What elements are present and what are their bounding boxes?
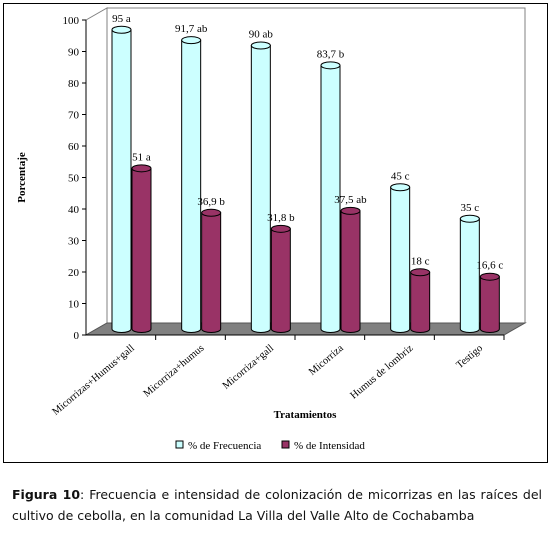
bar-top-cap [479,272,500,281]
y-tick-label: 30 [68,236,80,248]
legend-label-frequency: % de Frecuencia [188,440,261,452]
bar-top-cap [320,61,341,70]
frequency-bar [181,36,202,333]
data-label: 18 c [411,255,430,267]
frequency-bar [390,183,411,333]
data-label: 91,7 ab [175,23,208,35]
data-label: 95 a [112,13,131,25]
legend-label-intensity: % de Intensidad [294,440,365,452]
data-label: 31,8 b [267,212,295,224]
legend-swatch-intensity [281,440,290,449]
bar-chart: 0 10 20 30 40 50 60 70 80 90 100 Porcentaje 95 a 51 a… [16,7,527,452]
x-tick-label: Testigo [454,343,485,371]
bar-body [270,228,291,333]
bar-top-cap [270,224,291,233]
bar-body [250,45,271,333]
intensity-bar [340,206,361,333]
x-tick-label: Micorriza+humus [142,343,207,400]
intensity-bar [479,272,500,333]
bar-top-cap [340,206,361,215]
bar-top-cap [250,41,271,50]
frequency-bar [111,25,132,333]
bar-body [479,276,500,333]
y-axis-title: Porcentaje [16,152,28,203]
caption-text: : Frecuencia e intensidad de colonizació… [12,487,542,523]
side-wall [85,7,108,336]
y-tick-label: 0 [74,330,80,342]
bar-top-cap [201,208,222,217]
bar-body [410,271,431,333]
chart-frame: 0 10 20 30 40 50 60 70 80 90 100 Porcentaje 95 a 51 a… [3,3,548,463]
data-label: 16,6 c [476,260,503,272]
frequency-bar [459,214,480,333]
bar-top-cap [410,268,431,277]
bar-top-cap [111,25,132,34]
bar-body [390,186,411,333]
y-tick-label: 40 [68,204,80,216]
y-tick-label: 10 [68,299,80,311]
y-tick-label: 70 [68,110,80,122]
data-label: 51 a [132,151,151,163]
caption-label: Figura 10 [12,487,81,502]
bar-body [131,167,152,333]
intensity-bar [201,208,222,333]
frequency-bar [320,61,341,333]
bar-top-cap [131,164,152,173]
x-tick-label: Micorriza+gall [221,343,276,392]
x-tick-label: Micorrizas+Humus+gall [50,343,136,418]
y-tick-label: 90 [68,47,80,59]
x-tick-label: Humus de lombriz [348,343,415,402]
bar-top-cap [459,214,480,223]
y-tick-label: 20 [68,267,80,279]
data-label: 90 ab [249,29,274,41]
y-tick-label: 100 [63,15,80,27]
x-tick-label: Micorriza [307,343,346,378]
data-label: 35 c [461,202,480,214]
y-tick-label: 60 [68,141,80,153]
bar-top-cap [181,36,202,45]
bar-body [181,39,202,333]
data-label: 83,7 b [317,48,345,60]
bar-body [320,64,341,333]
bar-body [340,210,361,333]
intensity-bar [131,164,152,333]
intensity-bar [410,268,431,333]
data-label: 37,5 ab [334,194,367,206]
intensity-bar [270,224,291,333]
y-tick-label: 80 [68,78,80,90]
figure-caption: Figura 10: Frecuencia e intensidad de co… [12,484,542,526]
frequency-bar [250,41,271,333]
data-label: 36,9 b [197,196,225,208]
legend-swatch-frequency [175,440,184,449]
data-label: 45 c [391,170,410,182]
chart-floor [84,322,527,336]
x-axis-title: Tratamientos [274,409,337,421]
bar-body [111,29,132,333]
bar-body [459,218,480,333]
bar-top-cap [390,183,411,192]
bar-body [201,212,222,333]
y-tick-label: 50 [68,173,80,185]
